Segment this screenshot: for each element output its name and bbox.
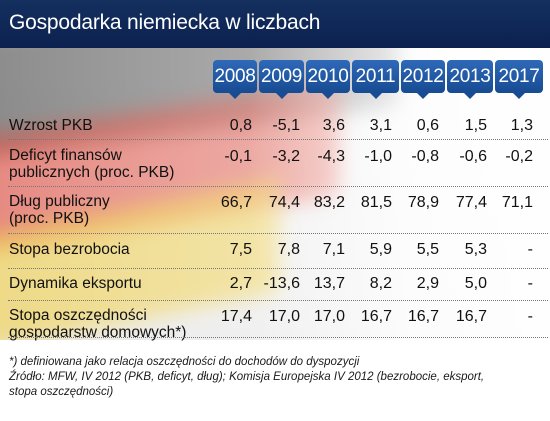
- row-divider: [8, 233, 548, 234]
- title-bar: Gospodarka niemiecka w liczbach: [0, 0, 550, 48]
- table-cell: 8,2: [369, 275, 392, 292]
- table-cell: -0,1: [224, 148, 252, 165]
- table-cell: 3,6: [322, 117, 345, 134]
- table-cell: 0,6: [416, 117, 439, 134]
- table-cell: 5,5: [416, 241, 439, 258]
- year-header-2010: 2010: [306, 60, 350, 99]
- table-cell: 77,4: [455, 194, 487, 211]
- flag-sheen: [0, 48, 550, 340]
- footnote-line: *) definiowana jako relacja oszczędności…: [9, 356, 360, 368]
- table-cell: 7,5: [229, 241, 252, 258]
- year-header-2013: 2013: [447, 60, 493, 99]
- table-cell: 7,8: [277, 241, 300, 258]
- row-label-line: Deficyt finansów: [9, 147, 122, 164]
- row-divider: [8, 337, 548, 338]
- table-cell: -4,3: [317, 148, 345, 165]
- row-label-line: Dług publiczny: [9, 193, 110, 210]
- table-cell: 5,0: [464, 275, 487, 292]
- year-header-2009: 2009: [259, 60, 304, 99]
- table-cell: 5,9: [369, 241, 392, 258]
- row-label: Deficyt finansów publicznych (proc. PKB): [9, 147, 174, 181]
- table-cell: 17,0: [268, 308, 300, 325]
- table-cell: 78,9: [407, 194, 439, 211]
- table-cell: -: [527, 241, 533, 258]
- row-label-line: Wzrost PKB: [9, 117, 93, 134]
- table-cell: 2,9: [416, 275, 439, 292]
- table-cell: -13,6: [263, 275, 300, 292]
- row-label: Stopa oszczędności gospodarstw domowych*): [9, 307, 186, 341]
- table-cell: 2,7: [229, 275, 252, 292]
- table-cell: -: [527, 275, 533, 292]
- table-cell: -5,1: [272, 117, 300, 134]
- table-cell: 0,8: [229, 117, 252, 134]
- table-cell: 83,2: [313, 194, 345, 211]
- row-label: Stopa bezrobocia: [9, 241, 130, 258]
- german-flag-background: [0, 48, 550, 340]
- table-cell: -0,8: [411, 148, 439, 165]
- table-cell: 74,4: [268, 194, 300, 211]
- row-label-line: (proc. PKB): [9, 210, 90, 227]
- table-cell: 81,5: [360, 194, 392, 211]
- table-cell: 16,7: [360, 308, 392, 325]
- footnote-line: stopa oszczędności): [9, 386, 114, 398]
- row-label-line: Dynamika eksportu: [9, 275, 142, 292]
- row-label-line: Stopa oszczędności: [9, 307, 147, 324]
- page-title: Gospodarka niemiecka w liczbach: [9, 11, 321, 34]
- table-cell: 5,3: [464, 241, 487, 258]
- year-header-2011: 2011: [352, 60, 399, 99]
- table-cell: -1,0: [364, 148, 392, 165]
- row-divider: [8, 186, 548, 187]
- table-cell: 1,3: [510, 117, 533, 134]
- table-cell: 17,4: [220, 308, 252, 325]
- row-label: Dług publiczny (proc. PKB): [9, 193, 110, 227]
- table-cell: 13,7: [313, 275, 345, 292]
- row-label-line: publicznych (proc. PKB): [9, 164, 175, 181]
- table-cell: 7,1: [322, 241, 345, 258]
- year-header-2008: 2008: [213, 60, 257, 99]
- footnote-line: Źródło: MFW, IV 2012 (PKB, deficyt, dług…: [9, 371, 485, 383]
- table-cell: 16,7: [407, 308, 439, 325]
- table-cell: -0,2: [505, 148, 533, 165]
- row-label-line: gospodarstw domowych*): [9, 324, 187, 341]
- table-cell: -3,2: [272, 148, 300, 165]
- table-cell: 17,0: [313, 308, 345, 325]
- table-cell: -: [527, 308, 533, 325]
- table-cell: 66,7: [220, 194, 252, 211]
- row-divider: [8, 139, 548, 140]
- year-header-2012: 2012: [401, 60, 445, 99]
- table-cell: -0,6: [459, 148, 487, 165]
- table-cell: 16,7: [455, 308, 487, 325]
- table-cell: 71,1: [501, 194, 533, 211]
- row-label: Wzrost PKB: [9, 117, 93, 134]
- year-header-2017: 2017: [495, 60, 543, 99]
- table-cell: 1,5: [464, 117, 487, 134]
- row-label-line: Stopa bezrobocia: [9, 241, 130, 258]
- row-divider: [8, 268, 548, 269]
- row-label: Dynamika eksportu: [9, 275, 142, 292]
- row-divider: [8, 300, 548, 301]
- table-cell: 3,1: [369, 117, 392, 134]
